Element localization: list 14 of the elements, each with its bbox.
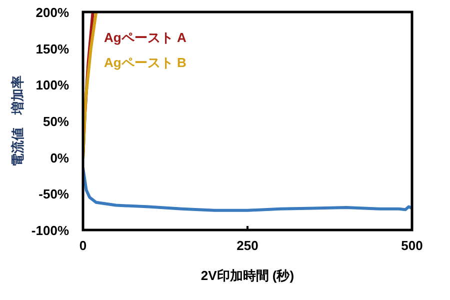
y-tick-label: 50% — [42, 114, 70, 129]
series-label: Agペースト B — [104, 55, 186, 70]
x-tick-label: 250 — [236, 238, 258, 253]
y-tick-label: 200% — [36, 5, 70, 20]
x-tick-label: 0 — [79, 238, 87, 253]
y-tick-label: -50% — [38, 186, 70, 202]
y-axis-title: 電流値 増加率 — [10, 76, 25, 166]
y-tick-label: 150% — [36, 41, 70, 56]
y-tick-label: -100% — [31, 223, 70, 238]
x-tick-label: 500 — [401, 238, 423, 253]
y-tick-label: 0% — [50, 150, 70, 166]
y-tick-label: 100% — [36, 78, 70, 93]
series-label: Agペースト A — [104, 30, 187, 45]
x-axis-title: 2V印加時間 (秒) — [200, 268, 294, 283]
